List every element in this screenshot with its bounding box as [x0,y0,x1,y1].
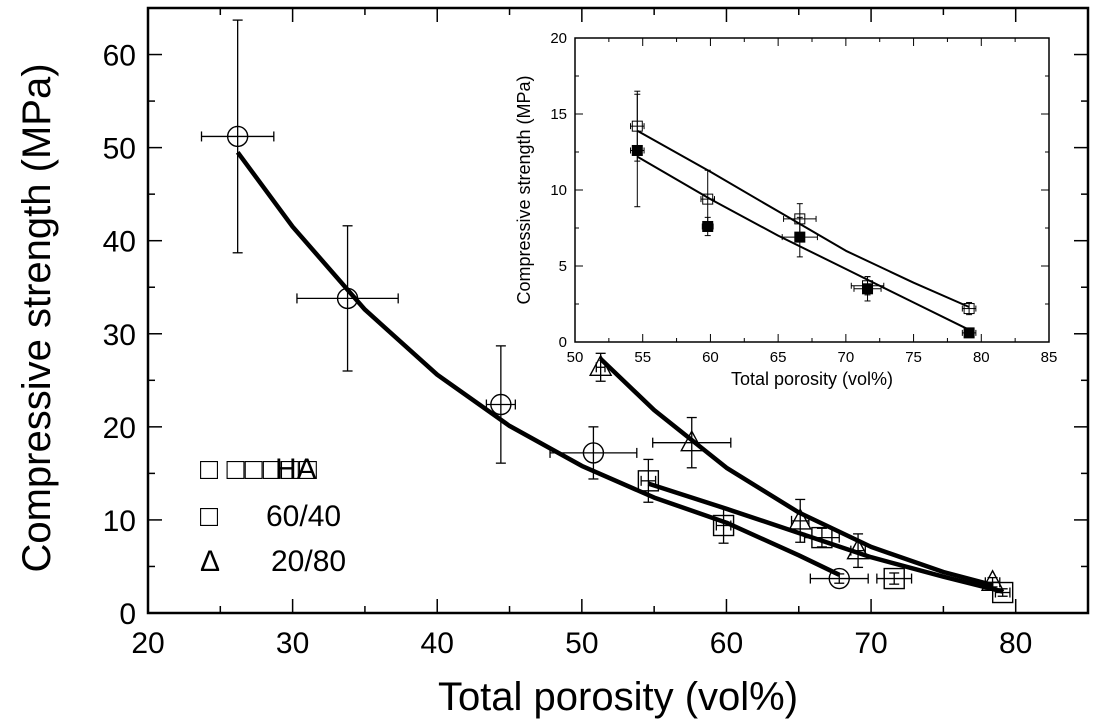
x-tick-label: 75 [905,349,922,366]
main-ticks [147,7,1089,614]
legend-label-20-80: 20/80 [271,545,346,578]
x-tick-label: 60 [702,349,719,366]
inset-fit-curves [636,129,970,331]
fit-curve-circle [235,150,841,577]
square-marker [991,581,1014,604]
inset-x-axis-title: Total porosity (vol%) [731,369,893,389]
data-point-triangle [788,498,812,543]
x-tick-label: 40 [421,627,454,660]
x-tick-label: 80 [999,627,1032,660]
x-tick-label: 85 [1041,349,1058,366]
x-tick-label: 60 [710,627,743,660]
x-tick-label: 55 [634,349,651,366]
x-tick-label: 50 [565,627,598,660]
data-point-circle [485,345,516,464]
data-point-triangle [980,569,1005,592]
legend-symbol-ha: □ □□□□□ [200,453,318,486]
legend-symbol-60-40: □ [200,500,219,533]
triangle-marker [788,507,812,530]
inset-tick-labels: 50 55 60 65 70 75 80 85 0 5 10 15 20 [550,30,1057,366]
x-tick-label: 50 [567,349,584,366]
y-tick-label: 10 [550,182,567,199]
triangle-marker [846,537,870,560]
y-tick-label: 0 [559,334,567,351]
data-point-square [712,507,735,544]
square-marker [811,526,833,549]
triangle-marker [588,354,613,377]
triangle-marker [680,429,704,452]
data-point-circle [549,426,638,480]
inset-plot-frame [574,37,1050,343]
main-data-points [200,19,1014,604]
data-point-circle [200,19,275,254]
data-point-filled-square [961,327,977,339]
inset-ticks [574,37,1050,343]
circle-marker [828,567,850,590]
circle-marker [226,125,249,148]
filled-square-marker [794,231,806,243]
filled-square-marker [631,144,643,156]
y-tick-label: 50 [103,133,136,166]
y-tick-label: 30 [103,319,136,352]
filled-square-marker [862,283,874,295]
y-tick-label: 15 [550,106,567,123]
circle-marker [582,442,605,464]
x-tick-label: 65 [770,349,787,366]
x-tick-label: 80 [973,349,990,366]
data-point-filled-square [701,216,714,237]
square-marker [883,567,905,590]
data-point-square [637,458,660,503]
data-point-triangle [588,352,613,382]
square-marker [963,303,975,315]
filled-square-marker [702,220,714,232]
y-tick-label: 20 [103,412,136,445]
main-plot-frame [146,6,1090,615]
data-point-triangle [652,416,732,469]
data-point-square [876,567,913,590]
legend-label-60-40: 60/40 [266,500,341,533]
circle-marker [490,393,512,416]
y-tick-label: 40 [103,226,136,259]
legend-label-ha: HA [275,453,317,486]
fit-curve-open-square [636,129,970,308]
circle-marker [336,287,359,310]
inset-data-points [630,90,977,339]
filled-square-marker [963,327,975,339]
data-point-circle [809,567,869,590]
y-tick-label: 0 [119,598,136,631]
x-tick-label: 70 [854,627,887,660]
legend: □ □□□□□ HA □ 60/40 Δ 20/80 [200,453,346,578]
data-point-triangle [846,533,870,569]
y-tick-label: 20 [550,30,567,47]
y-tick-label: 10 [103,505,136,538]
triangle-marker [980,569,1005,592]
data-point-open-square [961,301,977,316]
fit-curve-square [647,481,1004,594]
y-tick-label: 5 [559,258,567,275]
fit-curve-filled-square [636,155,970,331]
data-point-filled-square [853,276,882,302]
x-tick-label: 70 [838,349,855,366]
square-marker [712,514,735,537]
data-point-filled-square [630,93,645,208]
inset-chart: 50 55 60 65 70 75 80 85 0 5 10 15 20 Total porosity … [514,30,1057,389]
data-point-circle [296,225,399,372]
data-point-filled-square [781,216,818,258]
square-marker [637,470,660,492]
legend-symbol-20-80: Δ [200,545,220,578]
y-tick-label: 60 [103,40,136,73]
x-tick-label: 30 [276,627,309,660]
main-x-axis-title: Total porosity (vol%) [438,675,798,719]
inset-y-axis-title: Compressive strength (MPa) [514,75,534,304]
data-point-square [803,526,840,549]
fit-curve-triangle [599,357,994,588]
x-tick-label: 20 [131,627,164,660]
main-y-axis-title: Compressive strength (MPa) [15,63,59,572]
square-marker [702,193,714,205]
data-point-square [991,581,1014,604]
